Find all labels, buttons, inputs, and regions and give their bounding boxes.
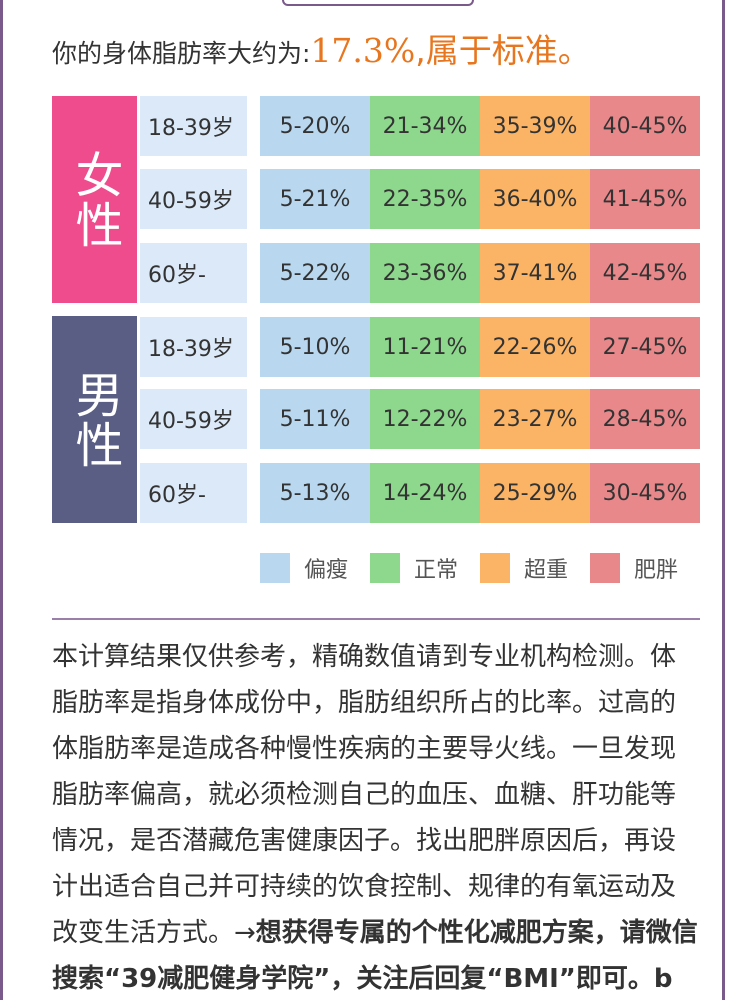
age-label: 18-39岁 (140, 317, 247, 377)
section-divider (52, 618, 700, 620)
range-cell-underweight: 5-21% (260, 169, 370, 229)
range-cell-obese: 41-45% (590, 169, 700, 229)
range-cell-normal: 11-21% (370, 317, 480, 377)
result-prefix: 你的身体脂肪率大约为: (52, 39, 311, 68)
gender-label-female: 女性 (52, 96, 137, 303)
age-label: 40-59岁 (140, 169, 247, 229)
range-cell-underweight: 5-11% (260, 389, 370, 449)
range-cell-overweight: 25-29% (480, 463, 590, 523)
legend-swatch (370, 553, 400, 583)
legend-item-normal: 正常 (370, 552, 480, 584)
range-cell-normal: 22-35% (370, 169, 480, 229)
range-cell-overweight: 37-41% (480, 243, 590, 303)
legend-label: 偏瘦 (304, 558, 349, 583)
legend-swatch (260, 553, 290, 583)
range-cell-obese: 27-45% (590, 317, 700, 377)
age-label: 18-39岁 (140, 96, 247, 156)
legend-label: 正常 (414, 558, 459, 583)
body-fat-value: 17.3% (310, 31, 416, 70)
legend-item-obese: 肥胖 (590, 552, 700, 584)
range-cell-overweight: 36-40% (480, 169, 590, 229)
frame-left-border (0, 0, 3, 1000)
result-line: 你的身体脂肪率大约为:17.3%,属于标准。 (52, 24, 591, 72)
result-category: ,属于标准。 (415, 31, 591, 70)
description-text: 本计算结果仅供参考，精确数值请到专业机构检测。体脂肪率是指身体成份中，脂肪组织所… (52, 642, 677, 948)
age-label: 60岁- (140, 243, 247, 303)
age-label: 60岁- (140, 463, 247, 523)
range-cell-normal: 21-34% (370, 96, 480, 156)
body-fat-table: 女性 18-39岁 5-20% 21-34% 35-39% 40-45% 40-… (52, 96, 700, 524)
range-cell-underweight: 5-13% (260, 463, 370, 523)
range-cell-overweight: 35-39% (480, 96, 590, 156)
legend-swatch (590, 553, 620, 583)
legend-swatch (480, 553, 510, 583)
legend-label: 肥胖 (634, 558, 679, 583)
age-label: 40-59岁 (140, 389, 247, 449)
range-cell-obese: 28-45% (590, 389, 700, 449)
description-paragraph: 本计算结果仅供参考，精确数值请到专业机构检测。体脂肪率是指身体成份中，脂肪组织所… (52, 634, 700, 1002)
range-cell-obese: 42-45% (590, 243, 700, 303)
range-cell-normal: 23-36% (370, 243, 480, 303)
promo-text: 想获得专属的个性化减肥方案，请微信搜索“39减肥健身学院”，关注后回复“BMI”… (52, 918, 698, 994)
legend-label: 超重 (524, 558, 569, 583)
top-tab-edge (282, 0, 474, 6)
gender-label-male: 男性 (52, 316, 137, 523)
range-cell-obese: 30-45% (590, 463, 700, 523)
legend: 偏瘦 正常 超重 肥胖 (260, 552, 700, 584)
range-cell-normal: 12-22% (370, 389, 480, 449)
range-cell-normal: 14-24% (370, 463, 480, 523)
legend-item-underweight: 偏瘦 (260, 552, 370, 584)
range-cell-overweight: 22-26% (480, 317, 590, 377)
range-cell-underweight: 5-20% (260, 96, 370, 156)
range-cell-underweight: 5-10% (260, 317, 370, 377)
range-cell-underweight: 5-22% (260, 243, 370, 303)
range-cell-overweight: 23-27% (480, 389, 590, 449)
frame-right-border (722, 0, 725, 1000)
range-cell-obese: 40-45% (590, 96, 700, 156)
legend-item-overweight: 超重 (480, 552, 590, 584)
